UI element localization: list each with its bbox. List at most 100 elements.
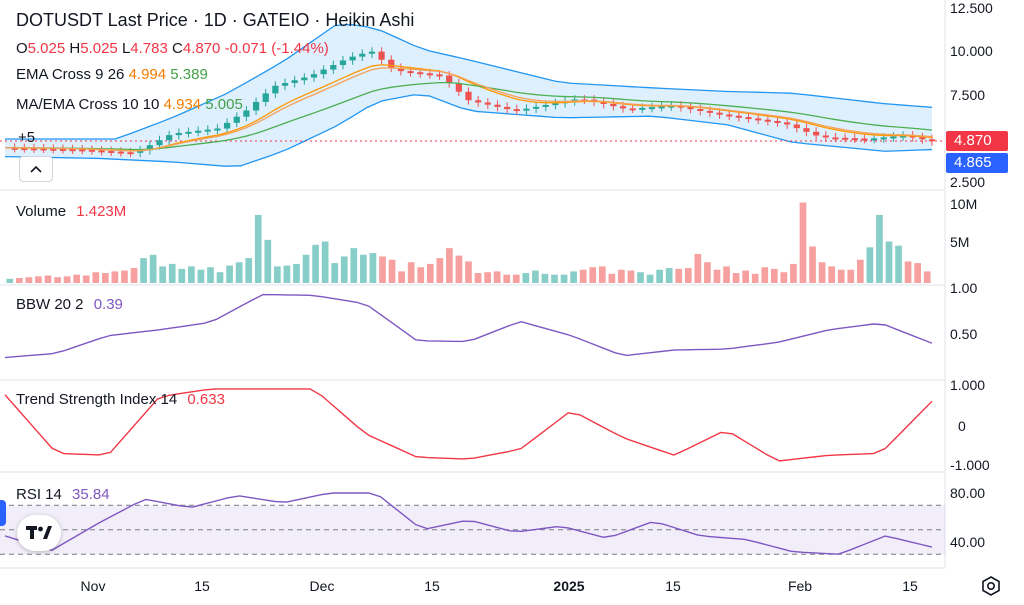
volume-bar (149, 254, 157, 283)
volume-bar (207, 267, 214, 283)
candle-body (204, 129, 211, 132)
candle-body (658, 106, 665, 109)
candle-body (532, 106, 540, 109)
volume-label: Volume (16, 203, 67, 220)
volume-bar (866, 247, 874, 283)
volume-bar (790, 263, 797, 283)
side-scroll-handle[interactable] (0, 500, 6, 526)
volume-bar (895, 245, 902, 283)
volume-bar (293, 263, 300, 283)
volume-bar (92, 272, 100, 283)
candle-body (446, 75, 453, 84)
candle-body (79, 149, 86, 152)
tsi-line (4, 388, 933, 462)
volume-bar (551, 274, 558, 283)
candle-body (793, 124, 800, 129)
candle-body (349, 56, 356, 61)
volume-bar (426, 263, 434, 283)
candle-body (108, 150, 115, 153)
candle-body (832, 137, 839, 140)
more-indicators-count[interactable]: +5 (18, 129, 36, 146)
candle-body (272, 85, 279, 94)
volume-bar (455, 255, 463, 283)
volume-bar (751, 273, 759, 283)
volume-bar (675, 268, 683, 283)
tradingview-logo[interactable] (17, 515, 61, 551)
candle-body (407, 71, 414, 74)
candle-body (890, 136, 897, 139)
bbw-tick: 0.50 (950, 326, 978, 342)
x-tick-year: 2025 (553, 578, 585, 594)
volume-bar (331, 263, 339, 283)
volume-bar (350, 248, 358, 283)
candle-body (552, 103, 559, 106)
volume-bar (465, 261, 472, 283)
ma-value: 4.934 (163, 96, 202, 113)
candle-body (697, 109, 704, 112)
volume-bar (723, 266, 730, 283)
volume-bar (216, 272, 224, 283)
candle-body (223, 122, 231, 129)
collapse-legend-button[interactable] (19, 156, 53, 182)
heikin-ashi-candles (11, 47, 936, 158)
candle-body (648, 107, 656, 110)
candle-body (137, 150, 144, 153)
volume-bar (560, 274, 568, 283)
volume-bar (532, 270, 539, 283)
volume-bar (608, 273, 616, 283)
candle-body (368, 51, 376, 54)
volume-bar (121, 270, 128, 283)
volume-bar (589, 267, 597, 283)
candle-body (822, 135, 829, 138)
volume-bar (274, 266, 281, 283)
ohlc-readout: O5.025 H5.025 L4.783 C4.870 -0.071 (-1.4… (16, 40, 329, 57)
candle-body (919, 137, 926, 140)
volume-bar (379, 256, 386, 283)
volume-bar (25, 277, 33, 283)
volume-bar (15, 278, 23, 283)
candle-body (156, 140, 163, 146)
rsi-pane-legend: RSI 14 35.84 (16, 486, 110, 503)
candle-body (465, 91, 472, 101)
candle-body (861, 138, 868, 141)
candle-body (455, 83, 462, 92)
candle-body (880, 137, 887, 140)
candle-body (899, 135, 907, 138)
candle-body (755, 118, 762, 121)
candle-body (301, 77, 308, 81)
volume-bar (618, 269, 625, 283)
volume-bar (111, 271, 119, 283)
candle-body (195, 130, 202, 133)
candle-body (339, 60, 347, 66)
x-tick: 15 (665, 578, 681, 594)
candle-body (475, 100, 482, 103)
volume-bar (828, 266, 835, 283)
x-tick: Dec (309, 578, 335, 594)
candle-body (542, 104, 549, 107)
moving-average-lines (4, 64, 933, 152)
ema-value: 5.005 (205, 96, 243, 113)
candle-body (59, 148, 67, 151)
volume-bar (44, 275, 52, 283)
candle-body (629, 108, 636, 111)
candle-body (504, 106, 511, 110)
tsi-tick: 0 (958, 418, 966, 434)
candle-body (619, 106, 627, 109)
candle-body (436, 74, 443, 77)
x-tick: 15 (424, 578, 440, 594)
tradingview-logo-icon (26, 526, 52, 539)
candle-body (388, 59, 395, 68)
last-price-tag: 4.870 (946, 131, 1008, 151)
volume-value: 1.423M (76, 203, 127, 220)
settings-button[interactable] (980, 575, 1002, 597)
tsi-tick: 1.000 (950, 377, 986, 393)
volume-bar (646, 274, 654, 283)
candle-body (726, 114, 733, 117)
bollinger-upper-line (5, 23, 933, 140)
ema-cross-legend: EMA Cross 9 26 4.994 5.389 (16, 66, 208, 83)
bbw-value: 0.39 (93, 296, 123, 313)
tsi-label: Trend Strength Index 14 (16, 391, 178, 408)
volume-bar (818, 262, 826, 283)
volume-bar (541, 273, 549, 283)
